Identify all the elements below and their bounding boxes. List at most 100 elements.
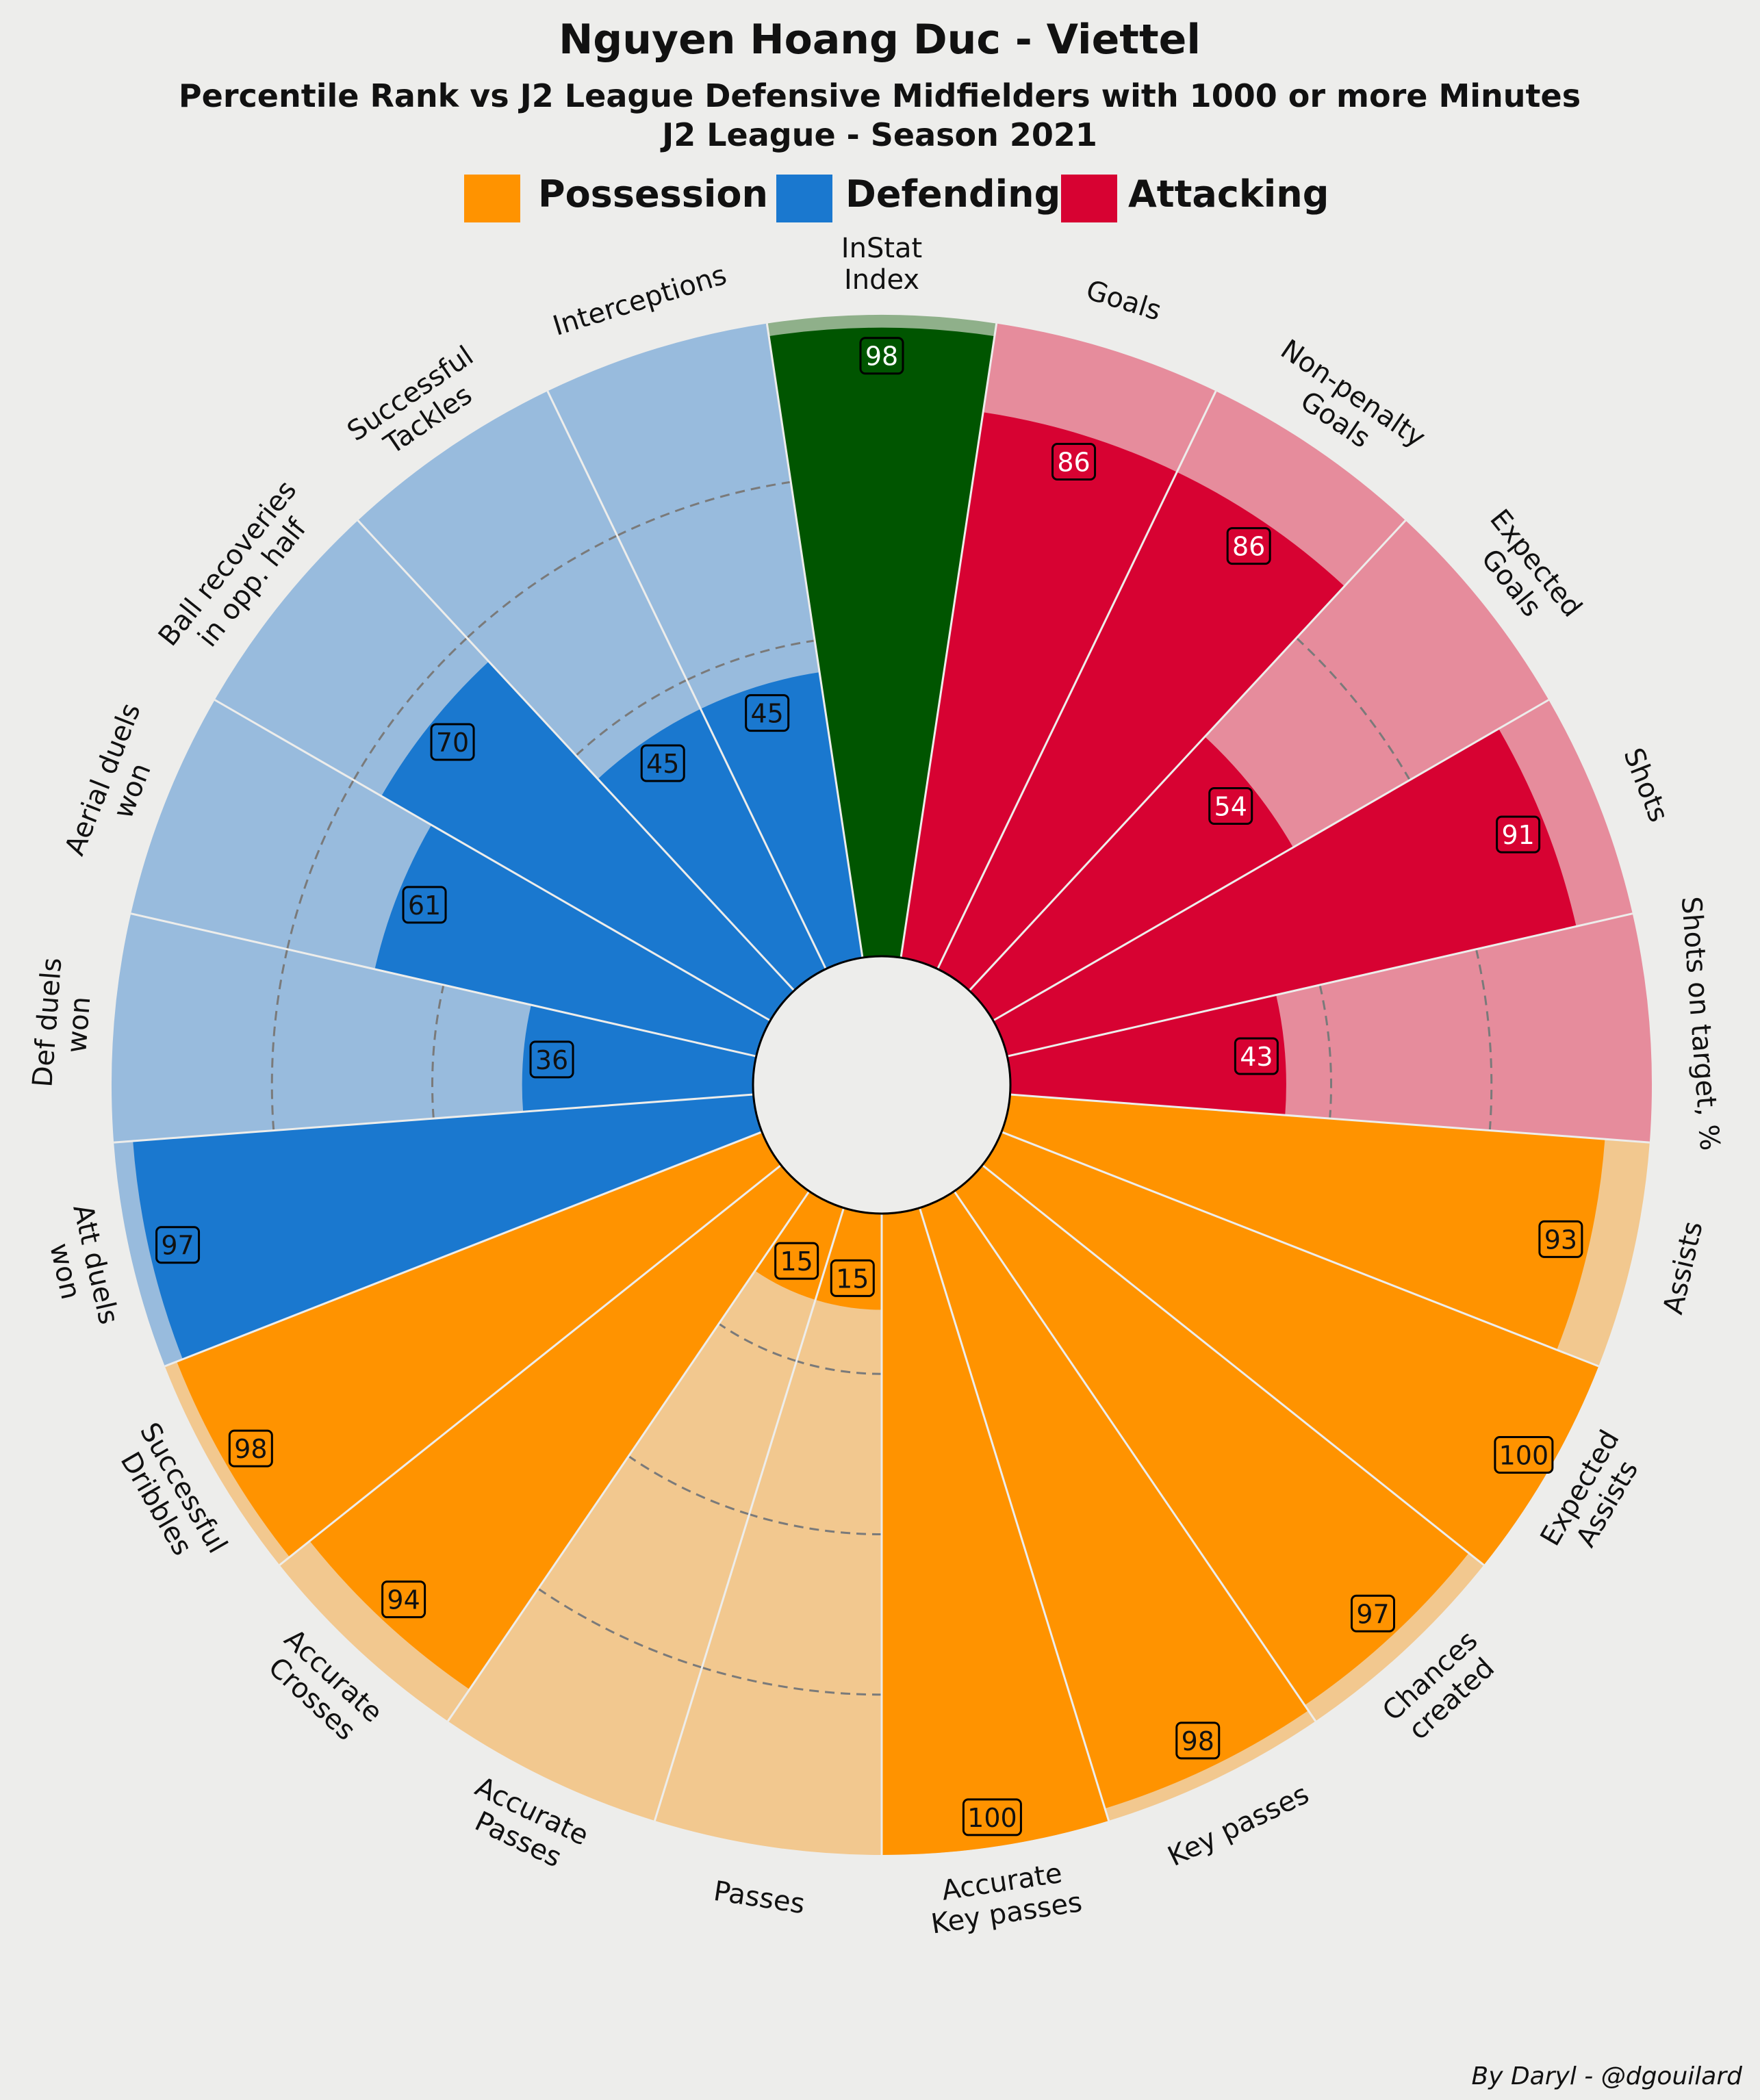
wedge-separator (130, 912, 757, 1058)
legend-label-defending: Defending (845, 172, 1060, 216)
gridline-arc (466, 535, 618, 639)
gridline-arc (1318, 984, 1332, 1119)
value-label: 94 (387, 1585, 420, 1615)
legend: Possession Defending Attacking (464, 172, 1329, 222)
parameter-label: Passes (711, 1875, 806, 1920)
value-label-box (228, 1429, 273, 1468)
value-label: 45 (646, 749, 679, 779)
value-wedge (522, 1005, 756, 1112)
gridline-arc (1295, 637, 1411, 781)
value-label-box (774, 1242, 819, 1280)
value-label-box (529, 1040, 574, 1079)
legend-swatch-possession (464, 175, 520, 222)
wedge-separator (953, 1190, 1316, 1722)
gridline-arc (616, 481, 791, 537)
value-label-box (1175, 1721, 1221, 1760)
credit-text: By Daryl - @dgouilard (1472, 2062, 1744, 2090)
parameter-label: Goals (1082, 274, 1165, 327)
value-label-box (1208, 786, 1253, 825)
value-label: 45 (751, 699, 784, 729)
value-label: 100 (967, 1803, 1017, 1833)
value-label: 15 (836, 1264, 869, 1294)
value-wedge (769, 327, 995, 958)
value-labels: 98 86 86 54 91 43 93 100 97 98 100 15 15 94 98 97 36 61 70… (155, 337, 1583, 1836)
value-label: 15 (780, 1246, 813, 1277)
value-wedge (374, 825, 771, 1057)
wedge-separator (1006, 912, 1633, 1058)
value-label-box (402, 886, 447, 924)
value-label: 100 (1499, 1441, 1549, 1471)
parameter-label-line: Shots on target, % (1675, 895, 1726, 1151)
value-label-box (155, 1226, 201, 1264)
value-label: 98 (1182, 1726, 1214, 1756)
value-label: 86 (1057, 447, 1090, 477)
value-label-box (1351, 1594, 1396, 1632)
value-label: 97 (161, 1231, 194, 1261)
value-wedge (1007, 995, 1286, 1116)
wedge-separator (447, 1190, 811, 1722)
parameter-label: Shots (1617, 744, 1674, 827)
wedge-separator (653, 1207, 845, 1821)
value-label-box (1051, 442, 1097, 481)
gridline-arc (628, 1455, 750, 1515)
value-label: 98 (234, 1434, 267, 1464)
gridline-arc (686, 639, 815, 681)
value-label: 86 (1232, 532, 1265, 562)
value-label: 70 (436, 728, 469, 758)
value-wedge (1002, 1094, 1605, 1350)
wedge-separator (214, 699, 771, 1022)
chart-subtitle-season: J2 League - Season 2021 (660, 116, 1097, 153)
wedge-separator (1010, 1093, 1650, 1144)
wedge-separator (918, 1207, 1110, 1821)
parameter-label: Shots on target, % (1675, 895, 1726, 1151)
wedge-separator (765, 323, 864, 958)
value-label-box (859, 337, 904, 375)
value-label-box (1538, 1220, 1583, 1258)
gridline-arc (1475, 949, 1493, 1131)
parameter-label-line: Key passes (1163, 1778, 1314, 1873)
chart-title: Nguyen Hoang Duc - Viettel (559, 16, 1201, 64)
value-label-box (1496, 815, 1541, 854)
parameter-label-line: won (61, 995, 97, 1054)
value-label-box (962, 1798, 1022, 1836)
legend-label-attacking: Attacking (1128, 172, 1329, 216)
parameter-label-line: Shots (1617, 744, 1674, 827)
wedge-separator (357, 520, 795, 992)
background-wedge (448, 1191, 844, 1821)
value-label-box (745, 694, 790, 732)
parameter-label-line: InStat (841, 233, 922, 264)
parameter-label: Interceptions (549, 259, 730, 342)
wedge-separator (936, 390, 1217, 970)
legend-swatch-defending (776, 175, 832, 222)
value-wedge (982, 1131, 1599, 1565)
value-wedge (919, 1191, 1309, 1809)
gridline-arc (575, 679, 687, 756)
wedge-separator (164, 1131, 763, 1368)
gridline-arc (537, 1587, 702, 1669)
value-label: 61 (408, 891, 441, 921)
value-label-box (830, 1259, 875, 1297)
value-label: 91 (1501, 820, 1534, 850)
value-wedge (882, 1207, 1109, 1855)
parameter-label-line: Goals (1082, 274, 1165, 327)
parameter-label: Key passes (1163, 1778, 1314, 1873)
wedge-separators (114, 323, 1650, 1855)
value-wedge (133, 1094, 762, 1359)
wedge-separator (114, 1093, 754, 1144)
value-label-box (1234, 1037, 1279, 1075)
center-circle (752, 955, 1012, 1215)
gridline-arc (702, 1666, 882, 1696)
chart-subtitle: Percentile Rank vs J2 League Defensive M… (179, 77, 1581, 114)
parameter-label-line: Passes (711, 1875, 806, 1920)
value-label: 97 (1356, 1599, 1389, 1629)
value-wedges (133, 327, 1605, 1855)
value-label: 98 (865, 342, 898, 372)
value-label-box (640, 744, 685, 782)
value-label: 54 (1214, 791, 1247, 821)
parameter-label: Assists (1657, 1218, 1709, 1317)
